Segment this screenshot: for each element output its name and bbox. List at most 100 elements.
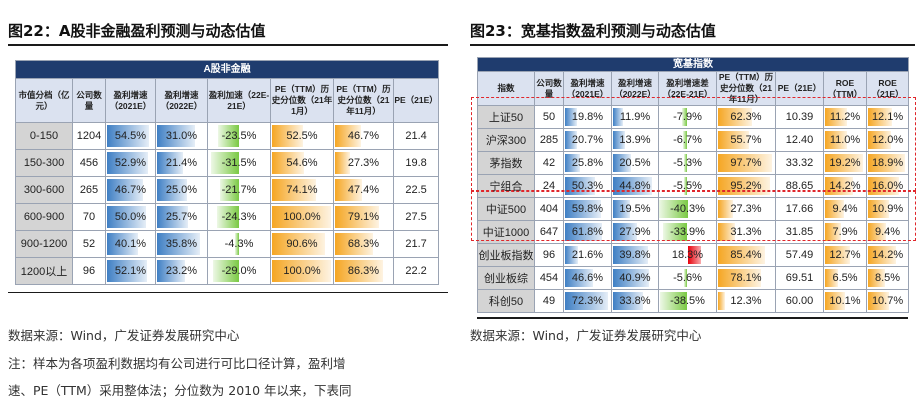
data-bar [868,269,885,287]
table-row: 宁组合 24 50.3% 44.8% -5.5% 95.2% 88.65 14.2% 16.0% [477,174,910,198]
table-cell: 33.8% [611,289,659,313]
table-cell: 78.1% [716,266,776,290]
data-bar [868,200,890,218]
table-cell: 沪深300 [477,128,535,152]
table-cell: 900-1200 [15,230,73,258]
table-cell: 69.51 [775,266,824,290]
table-caption: 宽基指数 [476,57,910,72]
data-bar [272,179,316,201]
table-cell: -38.5% [658,289,717,313]
table-cell: 8.5% [865,266,910,290]
column-header: 盈利增速（2022E） [611,71,659,106]
data-bar [272,233,326,255]
column-header: PE（TTM）历史分位数（21年1月） [270,78,334,123]
table-row: 1200以上 96 52.1% 23.2% -29.0% 100.0% 86.3% 22.2 [15,257,440,285]
divider [477,317,908,319]
table-cell: 60.00 [775,289,824,313]
table-cell: 10.39 [775,105,824,129]
data-bar [613,154,631,172]
column-header: 市值分档（亿元） [15,78,73,123]
table-cell: -40.3% [658,197,717,221]
table-cell: 19.8% [563,105,612,129]
data-bar [613,223,638,241]
data-bar [107,206,146,228]
table-cell: 96 [534,243,564,267]
table-row: 中证1000 647 61.8% 27.9% -33.9% 31.3% 31.85 7.9% 9… [477,220,910,244]
data-bar [213,260,239,282]
table-cell: 22.5 [392,176,440,204]
table-cell: 22.2 [392,257,440,285]
table-cell: 11.9% [611,105,659,129]
table-cell: 265 [72,176,106,204]
data-bar [335,152,351,174]
divider [8,292,448,293]
table-cell: 52.9% [105,149,156,177]
table-cell: -23.5% [207,122,271,150]
table-cell: 1204 [72,122,106,150]
table-cell: 31.0% [155,122,208,150]
data-bar [157,179,188,201]
table-cell: 100.0% [270,257,334,285]
data-bar [868,223,887,241]
table-row: 茅指数 42 25.8% 20.5% -5.3% 97.7% 33.32 19.2% 18.9% [477,151,910,175]
data-bar [683,269,688,287]
data-bar [272,125,303,147]
table-cell: 上证50 [477,105,535,129]
data-bar [211,152,239,174]
data-bar [272,152,305,174]
table-row: 900-1200 52 40.1% 35.8% -4.3% 90.6% 68.3% 21.7 [15,230,440,258]
table-row: 沪深300 285 20.7% 13.9% -6.7% 55.7% 12.40 11.0% 12… [477,128,910,152]
data-bar [718,108,753,126]
table-cell: 49 [534,289,564,313]
table-cell: 79.1% [333,203,394,231]
highlight-box-large-cap [471,97,916,191]
highlight-box-mid-small-cap [471,191,916,241]
data-bar [157,233,201,255]
data-bar [868,292,889,310]
note-line-1: 注：样本为各项盈利数据均有公司进行可比口径计算，盈利增 [8,356,346,371]
data-bar [565,108,577,126]
data-bar [565,131,578,149]
table-row: 上证50 50 19.8% 11.9% -7.9% 62.3% 10.39 11.2% 12.1… [477,105,910,129]
data-bar [107,125,150,147]
data-bar [825,131,847,149]
table-cell: 39.8% [611,243,659,267]
table-cell: 创业板综 [477,266,535,290]
data-bar [157,125,195,147]
column-header: 盈利增速（2021E） [105,78,156,123]
data-bar [565,200,601,218]
data-bar [335,206,380,228]
table-cell: 54.6% [270,149,334,177]
data-bar [107,152,149,174]
table-cell: 600-900 [15,203,73,231]
table-cell: 70 [72,203,106,231]
column-header: 盈利增速（2022E） [155,78,208,123]
table-row: 科创50 49 72.3% 33.8% -38.5% 12.3% 60.00 10.1% 10.… [477,289,910,313]
table-cell: 85.4% [716,243,776,267]
table-cell: 25.8% [563,151,612,175]
table-row: 600-900 70 50.0% 25.7% -24.3% 100.0% 79.1% 27.5 [15,203,440,231]
table-cell: 1200以上 [15,257,73,285]
column-header: 公司数量 [72,78,106,123]
left-figure-title: 图22：A股非金融盈利预测与动态估值 [8,22,266,40]
table-cell: 50.0% [105,203,156,231]
data-bar [335,125,362,147]
table-cell: 11.0% [823,128,867,152]
table-cell: 68.3% [333,230,394,258]
table-cell: 54.5% [105,122,156,150]
table-cell: 55.7% [716,128,776,152]
data-bar [718,154,772,172]
data-bar [868,246,896,264]
table-row: 0-150 1204 54.5% 31.0% -23.5% 52.5% 46.7% 21.4 [15,122,440,150]
table-cell: 10.1% [823,289,867,313]
left-table: A股非金融 市值分档（亿元） 公司数量 盈利增速（2021E） 盈利增速（2022E）盈… [14,60,440,285]
table-cell: 21.7 [392,230,440,258]
data-bar [613,292,643,310]
table-cell: 46.7% [105,176,156,204]
data-bar [718,131,749,149]
table-cell: 90.6% [270,230,334,258]
data-bar [157,260,186,282]
table-cell: 18.3% [658,243,717,267]
table-cell: -5.3% [658,151,717,175]
data-bar [718,269,762,287]
